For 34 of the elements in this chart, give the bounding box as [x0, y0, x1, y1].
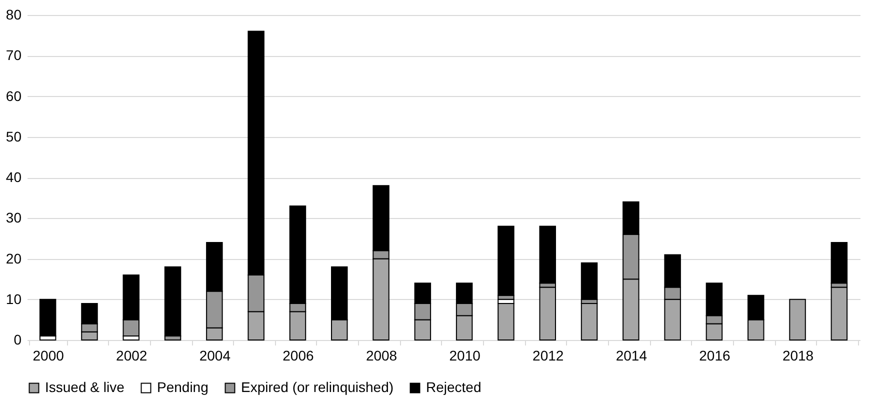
y-tick-label: 50: [6, 128, 22, 144]
bar: [580, 262, 598, 300]
y-tick-label: 20: [6, 250, 22, 266]
bar: [580, 302, 598, 340]
y-tick-label: 30: [6, 210, 22, 226]
x-tick-label: 2014: [616, 348, 648, 364]
bar: [498, 226, 514, 296]
x-tick-label: 2004: [199, 348, 231, 364]
x-tick-label: 2010: [449, 348, 481, 364]
x-tick-label: 2008: [366, 348, 398, 364]
x-tick-label: 2000: [32, 348, 64, 364]
bar: [39, 298, 56, 336]
bar: [830, 286, 848, 340]
y-tick-label: 10: [6, 290, 22, 307]
x-tick-label: 2002: [116, 348, 148, 364]
y-tick-label: 70: [6, 47, 22, 64]
x-tick-label: 2006: [282, 348, 314, 364]
y-tick-label: 60: [6, 88, 22, 104]
x-tick-label: 2012: [532, 348, 564, 364]
y-tick-label: 40: [6, 169, 22, 185]
bar: [498, 302, 514, 340]
legend-label: Expired (or relinquished): [241, 379, 394, 395]
x-tick-label: 2018: [782, 348, 814, 364]
legend-label: Issued & live: [45, 379, 125, 395]
bar: [164, 266, 182, 336]
bar: [539, 286, 556, 340]
legend-label: Pending: [157, 379, 208, 395]
bar: [830, 242, 848, 284]
x-tick-label: 2016: [699, 348, 731, 364]
legend-label: Rejected: [426, 379, 482, 395]
bar: [539, 226, 556, 284]
y-tick-label: 0: [14, 332, 22, 348]
bar: [789, 298, 806, 340]
y-tick-label: 80: [6, 6, 22, 22]
